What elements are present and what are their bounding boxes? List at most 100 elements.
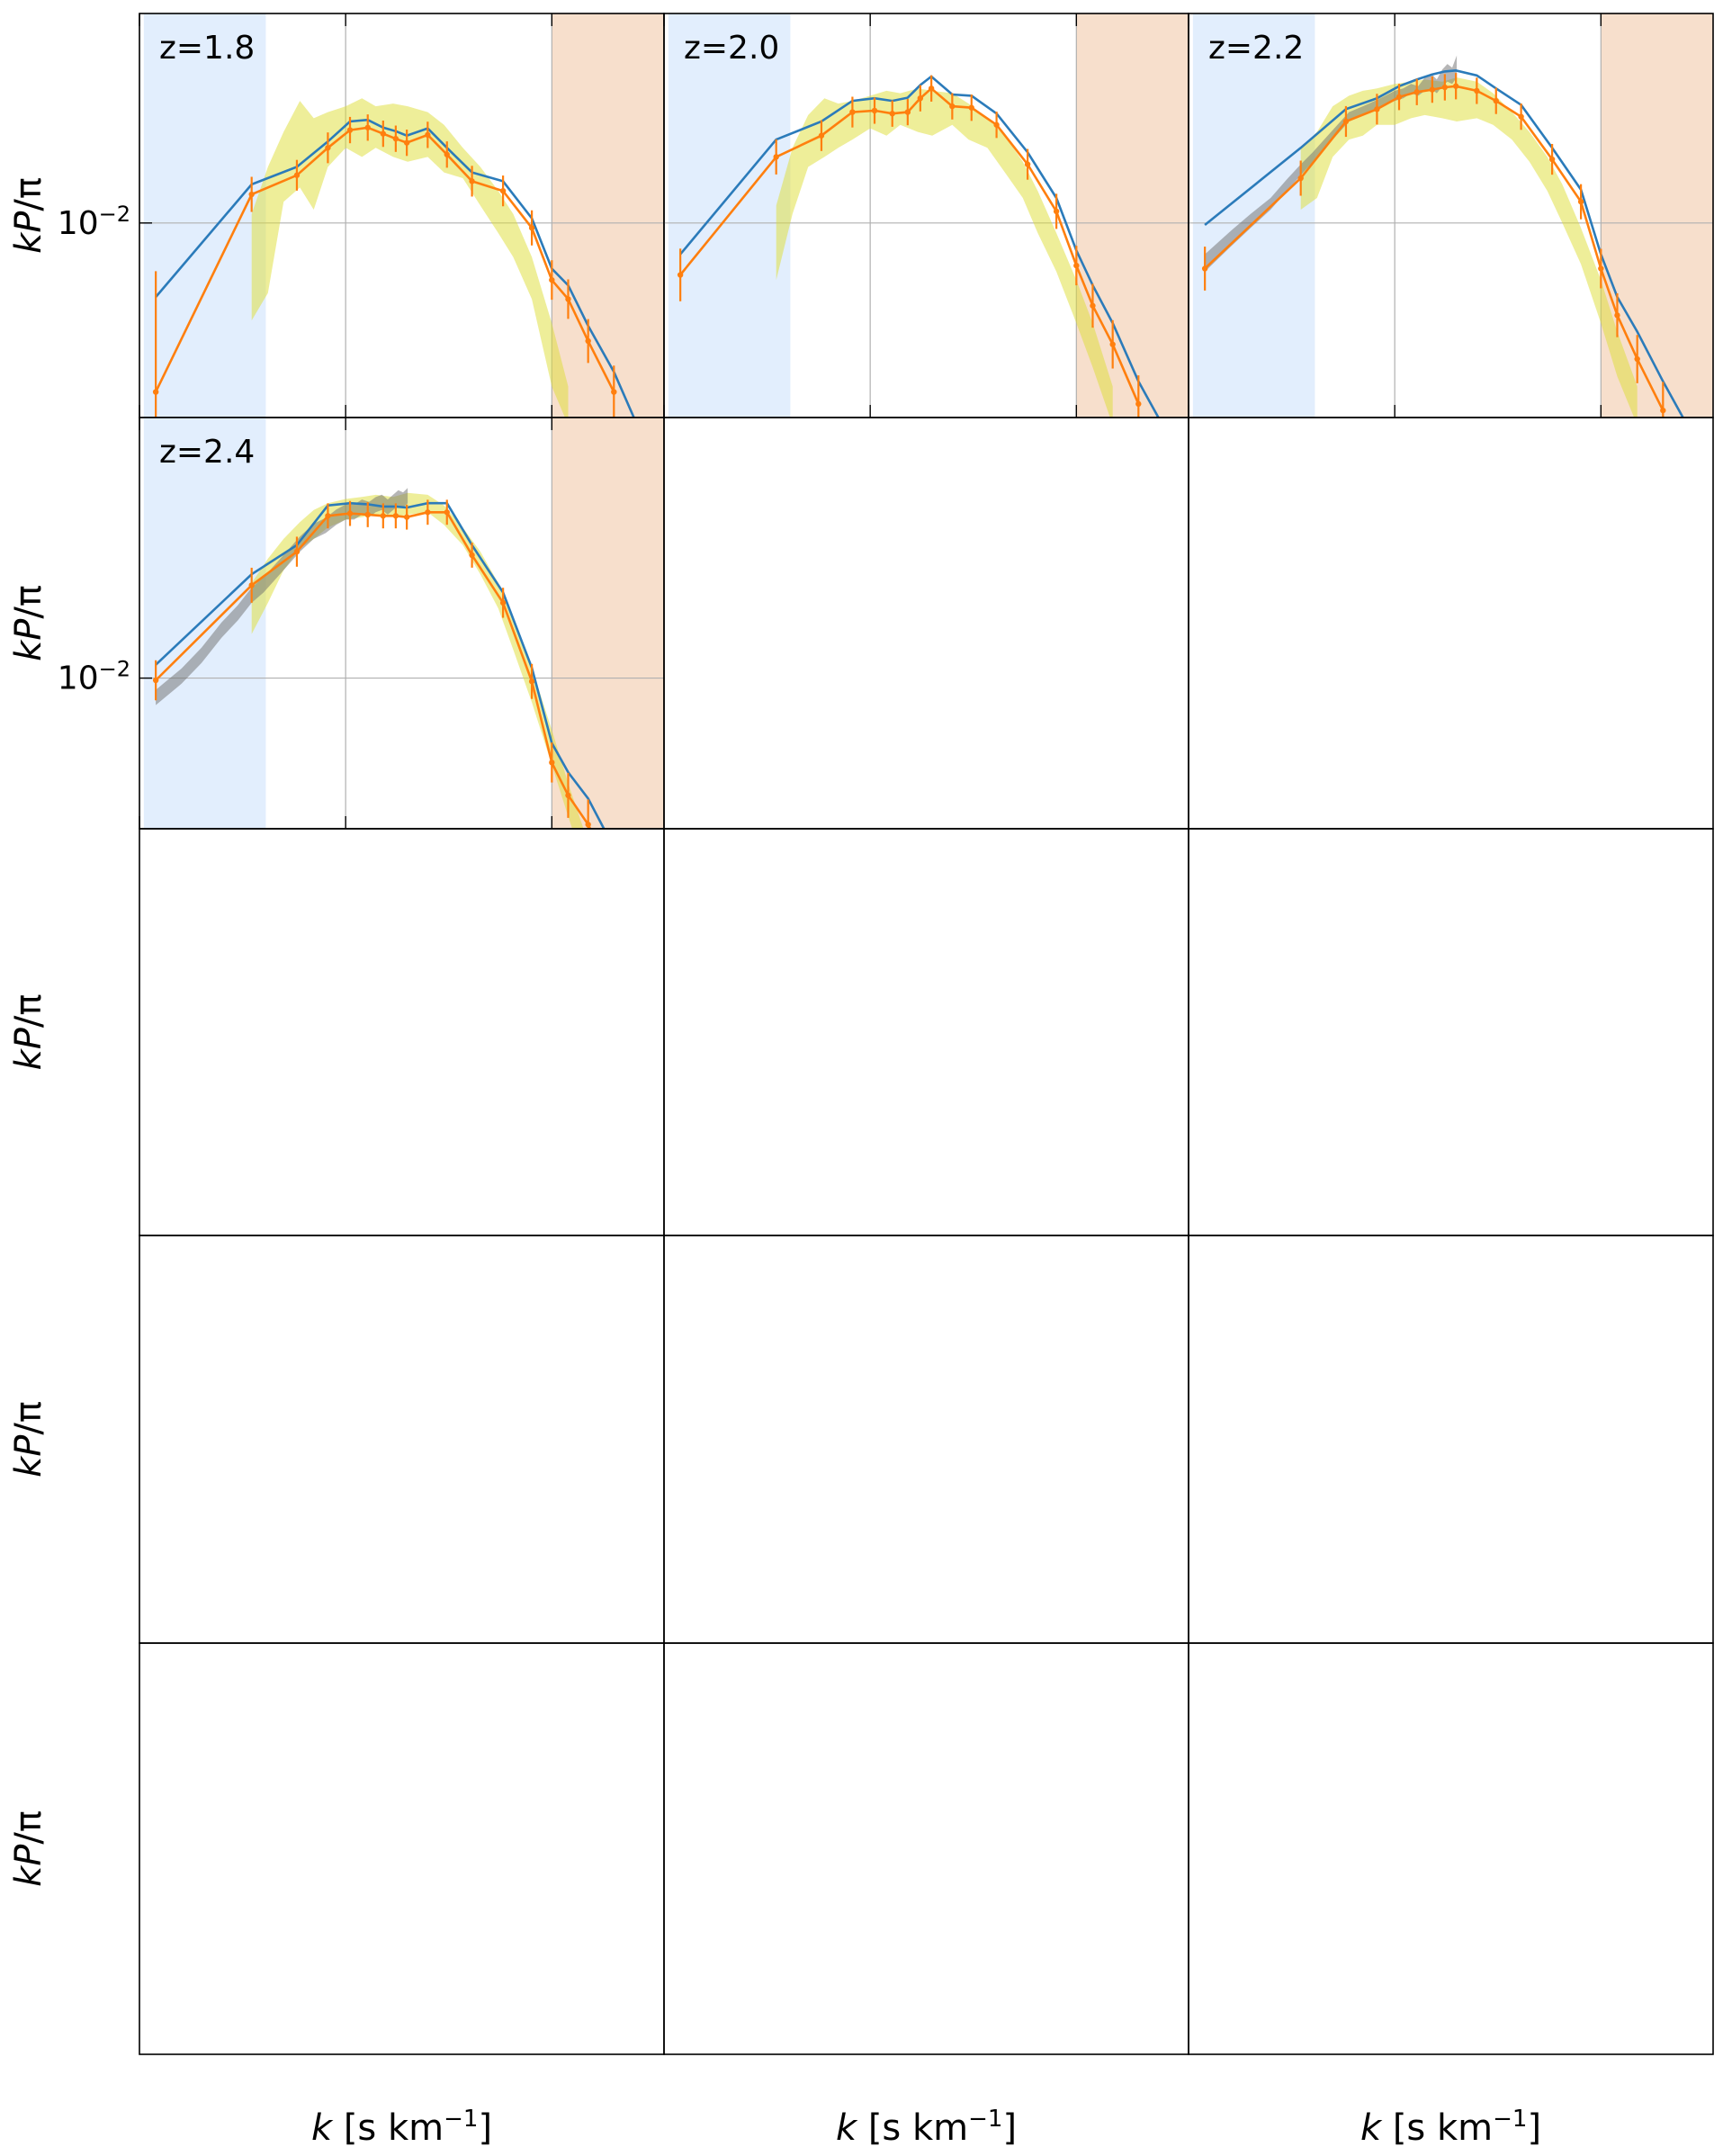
data-point (1024, 161, 1031, 167)
data-point (611, 875, 616, 880)
data-point (871, 107, 878, 114)
data-point (1342, 118, 1350, 125)
data-point (1297, 175, 1304, 182)
data-point (528, 678, 535, 685)
data-point (1548, 156, 1556, 163)
panel-frame (1188, 828, 1714, 1236)
band-walther (776, 88, 1113, 418)
panel-redshift-label: z=2.0 (684, 30, 779, 67)
data-point (325, 513, 331, 519)
data-point (889, 111, 895, 117)
data-point (364, 124, 371, 130)
series-sub-line (155, 511, 592, 829)
data-point (1518, 113, 1524, 120)
data-point (818, 132, 825, 139)
data-point (425, 131, 431, 139)
data-point (904, 109, 911, 115)
panel-redshift-label: z=2.2 (1208, 30, 1304, 67)
data-point (1413, 89, 1420, 95)
data-point (949, 103, 956, 110)
x-axis-label: k [s km−1] (1360, 2106, 1541, 2149)
data-point (1395, 94, 1403, 100)
y-tick-label: 10−2 (58, 202, 130, 242)
data-point (425, 509, 431, 516)
data-point (1614, 312, 1620, 319)
panel: z=2.0 (663, 13, 1189, 418)
shaded-region (143, 418, 266, 829)
data-point (1429, 86, 1436, 93)
series-sub-line (154, 126, 615, 393)
data-point (677, 272, 684, 278)
data-point (993, 121, 1000, 128)
data-point (1073, 262, 1080, 269)
data-point (1634, 355, 1640, 363)
data-point (444, 509, 450, 516)
data-point (380, 130, 387, 137)
data-point (1598, 265, 1604, 272)
data-point (928, 85, 935, 92)
band-walther (1300, 77, 1638, 418)
panel-frame (1188, 1235, 1714, 1644)
data-point (1135, 400, 1142, 408)
data-point (1660, 407, 1666, 414)
data-point (611, 389, 617, 395)
data-point (917, 94, 924, 102)
panel-frame (1188, 1642, 1714, 2055)
data-point (403, 514, 410, 520)
data-point (549, 759, 555, 766)
panel-frame (139, 1235, 665, 1644)
data-point (1109, 341, 1116, 347)
data-point (585, 337, 591, 345)
data-point (293, 548, 301, 555)
data-point (968, 104, 974, 111)
data-point (152, 677, 159, 684)
y-axis-label: kP/π (8, 994, 49, 1071)
data-point (325, 145, 331, 151)
data-point (469, 552, 475, 559)
shaded-region (143, 13, 266, 418)
panel-frame (663, 828, 1189, 1236)
data-point (849, 109, 856, 115)
panel-frame (139, 1642, 665, 2055)
panel-redshift-label: z=1.8 (159, 30, 255, 67)
y-axis-label: kP/π (8, 1401, 49, 1478)
y-axis-label: kP/π (8, 1810, 49, 1887)
y-axis-label: kP/π (8, 585, 49, 661)
x-axis-label: k [s km−1] (311, 2106, 492, 2149)
data-point (1053, 208, 1060, 215)
data-point (444, 151, 450, 157)
data-point (565, 296, 571, 302)
band-walther (251, 98, 569, 418)
x-axis-label: k [s km−1] (836, 2106, 1017, 2149)
data-point (248, 191, 255, 198)
shaded-region (552, 418, 664, 829)
data-point (293, 172, 301, 178)
panel: 10−2 z=1.8 (58, 13, 665, 418)
data-point (499, 187, 507, 194)
data-point (392, 513, 399, 519)
panel: z=2.2 (1188, 13, 1714, 418)
data-point (1374, 106, 1380, 112)
panel-frame (663, 417, 1189, 830)
data-point (364, 511, 371, 518)
data-point (773, 154, 779, 160)
series-sub-line (1204, 85, 1665, 411)
data-point (585, 822, 591, 828)
band-walther (251, 492, 584, 829)
data-point (499, 599, 507, 606)
data-point (1493, 97, 1499, 104)
data-point (549, 276, 555, 283)
data-point (565, 792, 571, 799)
data-point (346, 510, 354, 517)
y-tick-label: 10−2 (58, 657, 130, 697)
data-point (380, 513, 387, 519)
data-point (403, 139, 410, 146)
data-point (1577, 198, 1584, 205)
data-point (152, 389, 159, 395)
panel-frame (139, 828, 665, 1236)
panel-redshift-label: z=2.4 (159, 434, 255, 471)
data-point (469, 178, 475, 184)
data-point (1201, 265, 1208, 272)
data-point (1474, 87, 1480, 94)
